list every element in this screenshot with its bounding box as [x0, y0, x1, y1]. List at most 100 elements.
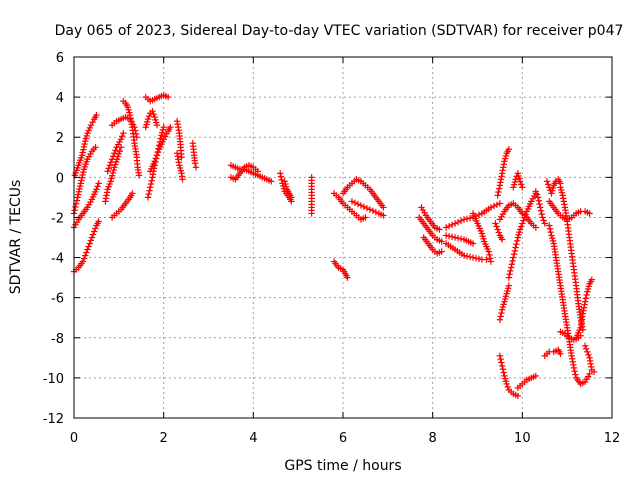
- data-point: [93, 186, 100, 193]
- data-point: [498, 362, 506, 370]
- data-point: [146, 187, 153, 194]
- data-point: [537, 204, 544, 211]
- y-tick-label: -10: [43, 372, 64, 387]
- data-point: [508, 261, 516, 268]
- data-point: [507, 267, 514, 275]
- data-point: [80, 255, 88, 262]
- data-point: [493, 223, 500, 230]
- data-point: [547, 228, 554, 236]
- data-point: [538, 210, 545, 218]
- data-point: [448, 233, 456, 241]
- data-point: [147, 180, 155, 188]
- data-point: [513, 240, 520, 248]
- data-point: [438, 238, 445, 245]
- data-point: [167, 123, 174, 131]
- data-point: [152, 155, 160, 162]
- data-point: [135, 172, 143, 179]
- data-point: [520, 217, 527, 224]
- data-point: [498, 236, 506, 243]
- data-point: [179, 176, 186, 183]
- data-point: [81, 140, 88, 148]
- data-point: [582, 295, 590, 302]
- data-point: [118, 133, 126, 140]
- data-point: [78, 177, 85, 184]
- data-point: [442, 224, 450, 231]
- data-point: [505, 282, 513, 289]
- data-point: [512, 244, 519, 251]
- data-point: [277, 170, 284, 177]
- data-point: [495, 185, 503, 192]
- y-axis-label: SDTVAR / TECUs: [8, 180, 24, 295]
- data-point: [510, 254, 517, 261]
- data-point: [511, 247, 519, 255]
- data-point: [585, 351, 592, 359]
- data-point: [546, 225, 554, 233]
- data-point: [110, 153, 117, 160]
- data-point: [448, 221, 456, 228]
- data-point: [76, 182, 84, 190]
- data-point: [278, 176, 285, 184]
- data-point: [536, 200, 543, 208]
- data-point: [543, 178, 551, 185]
- data-point: [372, 208, 380, 216]
- data-point: [354, 200, 362, 208]
- y-tick-label: 6: [56, 51, 64, 66]
- y-tick-label: -2: [51, 211, 64, 226]
- data-point: [451, 234, 459, 241]
- data-point: [80, 168, 87, 176]
- data-point: [496, 352, 504, 360]
- data-point: [519, 220, 526, 227]
- data-point: [380, 204, 387, 211]
- data-point: [116, 148, 123, 155]
- data-point: [153, 121, 161, 129]
- data-point: [522, 211, 529, 218]
- data-point: [518, 223, 525, 230]
- data-point: [497, 313, 504, 320]
- data-point: [86, 240, 93, 247]
- data-point: [164, 93, 172, 101]
- data-point: [469, 240, 477, 247]
- data-point: [92, 144, 99, 151]
- data-point: [571, 368, 578, 375]
- data-point: [546, 184, 553, 191]
- data-point: [457, 235, 465, 243]
- data-point: [79, 171, 86, 179]
- data-point: [499, 365, 507, 373]
- data-point: [192, 164, 200, 171]
- data-point: [357, 202, 365, 209]
- data-point: [532, 224, 539, 231]
- data-point: [87, 237, 95, 244]
- data-point: [72, 203, 79, 211]
- data-point: [191, 160, 199, 167]
- axis-ticks: 0 2 4 6 8 10 12 -12 -10 -8 -6 -4 -2 0 2 4 6: [43, 51, 621, 446]
- data-point: [104, 168, 111, 175]
- data-point: [83, 249, 90, 256]
- data-point: [108, 156, 116, 163]
- data-point: [109, 169, 117, 177]
- data-point: [537, 207, 545, 214]
- data-point: [503, 380, 510, 388]
- data-point: [360, 203, 368, 210]
- y-tick-label: 4: [56, 91, 64, 106]
- data-point: [460, 252, 468, 259]
- x-tick-label: 12: [604, 431, 621, 446]
- chart-title: Day 065 of 2023, Sidereal Day-to-day VTE…: [55, 23, 624, 39]
- data-point: [436, 226, 443, 233]
- y-tick-label: -12: [43, 412, 64, 427]
- data-point: [451, 220, 459, 227]
- data-point: [505, 146, 513, 153]
- data-point: [77, 180, 84, 187]
- data-point: [348, 198, 356, 205]
- data-point: [496, 200, 504, 207]
- data-point: [85, 243, 92, 250]
- data-point: [466, 253, 474, 261]
- data-point: [572, 371, 579, 378]
- data-point: [110, 166, 117, 174]
- data-point: [78, 152, 86, 159]
- data-point: [76, 185, 83, 193]
- data-point: [512, 176, 519, 183]
- data-point: [497, 355, 504, 363]
- data-point: [521, 214, 528, 221]
- data-point: [308, 210, 315, 217]
